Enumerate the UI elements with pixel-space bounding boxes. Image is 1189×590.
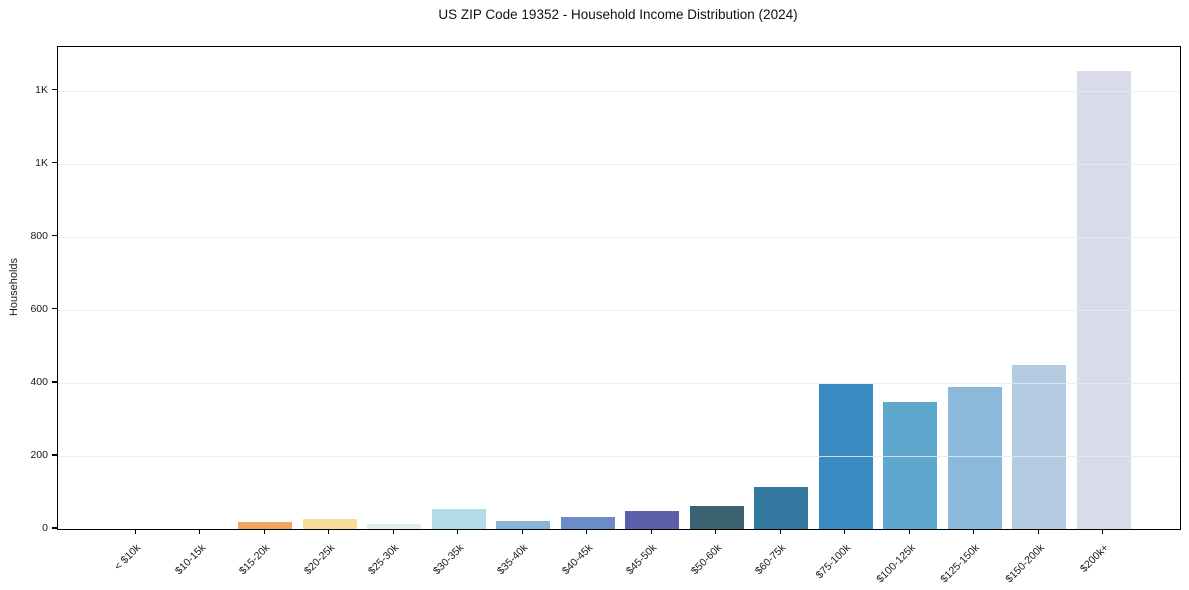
chart-title: US ZIP Code 19352 - Household Income Dis… xyxy=(438,7,798,22)
x-tick-label: $150-200k xyxy=(1002,541,1047,586)
x-tick-mark xyxy=(392,529,394,535)
x-tick-mark xyxy=(844,529,846,535)
y-tick-mark xyxy=(52,381,57,383)
bar-$125-150k xyxy=(947,386,1002,529)
y-tick-mark xyxy=(52,308,57,310)
y-tick-label: 600 xyxy=(30,302,48,315)
x-tick-mark xyxy=(521,529,523,535)
bar-$200k+ xyxy=(1076,70,1131,529)
x-tick-mark xyxy=(650,529,652,535)
bar-$25-30k xyxy=(367,523,422,529)
y-tick-label: 800 xyxy=(30,229,48,242)
y-tick-mark xyxy=(52,454,57,456)
bar-$30-35k xyxy=(431,508,486,529)
x-tick-mark xyxy=(457,529,459,535)
bar-$100-125k xyxy=(883,402,938,529)
y-tick-label: 0 xyxy=(42,522,48,534)
x-tick-label: $50-60k xyxy=(688,541,724,578)
x-tick-label: $25-30k xyxy=(366,541,402,578)
x-tick-mark xyxy=(973,529,975,535)
x-tick-mark xyxy=(134,529,136,535)
y-tick-label: 1K xyxy=(35,83,48,96)
x-tick-label: $10-15k xyxy=(172,541,209,578)
x-tick-label: $200k+ xyxy=(1077,541,1111,575)
gridline-y-1200 xyxy=(58,90,1180,92)
x-tick-label: $20-25k xyxy=(301,541,338,578)
bar-$50-60k xyxy=(689,506,744,529)
x-tick-label: $45-50k xyxy=(624,541,660,578)
y-tick-mark xyxy=(52,235,57,237)
x-tick-label: $100-125k xyxy=(873,541,918,586)
x-tick-label: $60-75k xyxy=(753,541,789,578)
y-axis-label: Households xyxy=(8,257,20,317)
y-tick-mark xyxy=(52,89,57,91)
y-tick-label: 1K xyxy=(35,156,48,169)
y-tick-label: 200 xyxy=(30,448,48,461)
x-tick-mark xyxy=(779,529,781,535)
x-tick-label: $15-20k xyxy=(237,541,273,578)
bar-$75-100k xyxy=(818,383,873,529)
x-tick-mark xyxy=(1102,529,1104,535)
gridline-y-1000 xyxy=(58,163,1180,165)
x-tick-label: $30-35k xyxy=(430,541,466,578)
gridline-y-800 xyxy=(58,236,1180,238)
x-tick-mark xyxy=(715,529,717,535)
x-tick-mark xyxy=(1037,529,1039,535)
x-tick-mark xyxy=(199,529,201,535)
x-tick-mark xyxy=(328,529,330,535)
x-tick-mark xyxy=(586,529,588,535)
bar-$45-50k xyxy=(625,510,680,529)
x-tick-label: $75-100k xyxy=(813,541,853,582)
x-tick-label: $40-45k xyxy=(559,541,595,578)
bar-$40-45k xyxy=(560,516,615,529)
bar-$150-200k xyxy=(1012,365,1067,529)
y-tick-mark xyxy=(52,162,57,164)
bar-$35-40k xyxy=(496,521,551,529)
plot-area xyxy=(57,46,1181,530)
x-tick-mark xyxy=(263,529,265,535)
bar-$15-20k xyxy=(238,522,293,529)
gridline-y-600 xyxy=(58,309,1180,311)
y-tick-label: 400 xyxy=(30,375,48,388)
x-tick-mark xyxy=(908,529,910,535)
bar-$20-25k xyxy=(302,518,357,529)
x-tick-label: $35-40k xyxy=(495,541,531,578)
bar-$60-75k xyxy=(754,486,809,529)
x-tick-label: $125-150k xyxy=(938,541,982,586)
y-tick-mark xyxy=(52,527,57,529)
x-tick-label: < $10k xyxy=(112,541,144,573)
